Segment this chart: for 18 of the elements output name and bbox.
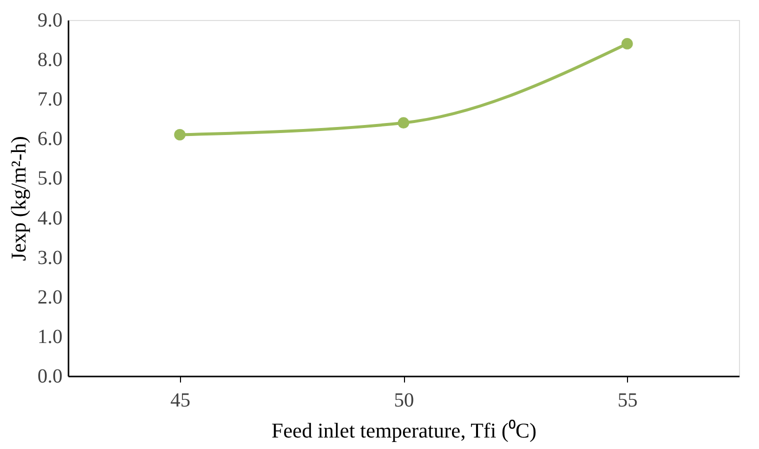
x-tick-label: 50 <box>394 390 414 412</box>
y-tick-label: 4.0 <box>38 207 62 230</box>
y-tick-label: 1.0 <box>38 326 62 348</box>
x-tick-label: 45 <box>170 390 190 412</box>
y-tick-label: 9.0 <box>38 10 62 32</box>
y-tick-label: 3.0 <box>38 246 62 269</box>
y-tick-label: 8.0 <box>38 49 62 72</box>
x-axis-title: Feed inlet temperature, Tfi (⁰C) <box>272 418 536 442</box>
x-tick-label: 55 <box>618 390 638 412</box>
point <box>174 129 186 140</box>
point <box>398 117 410 129</box>
y-tick-label: 6.0 <box>38 128 62 150</box>
y-axis-title: Jexp (kg/m²-h) <box>6 136 30 261</box>
y-tick-label: 7.0 <box>38 88 62 111</box>
y-tick-label: 2.0 <box>38 286 62 308</box>
y-tick-label: 0.0 <box>38 366 62 388</box>
y-tick-label: 5.0 <box>38 168 62 190</box>
point <box>621 38 633 50</box>
